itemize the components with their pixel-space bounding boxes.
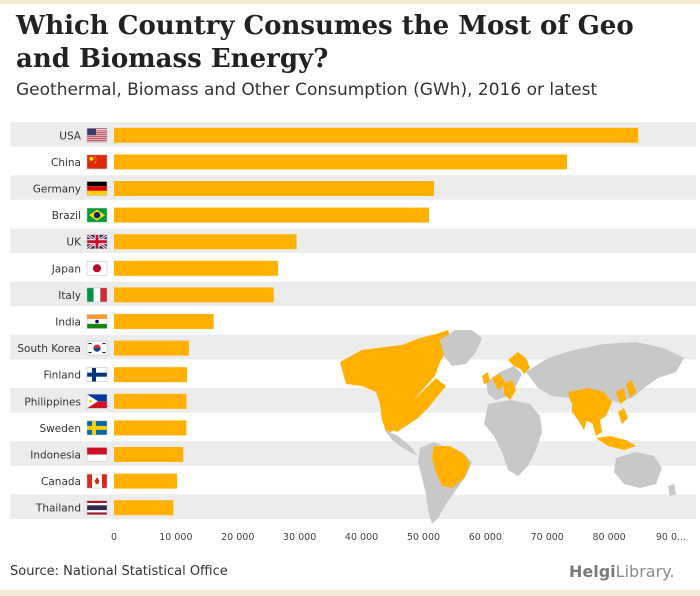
flag-finland-icon: [86, 367, 108, 382]
source-note: Source: National Statistical Office: [10, 564, 228, 579]
category-label: UK: [66, 237, 82, 249]
bar-germany: [114, 181, 434, 196]
category-label: Finland: [43, 370, 81, 382]
flag-thailand-icon: [86, 500, 108, 515]
bottom-accent-bar: [0, 590, 700, 596]
row-stripe: [10, 494, 696, 519]
bar-indonesia: [114, 447, 184, 462]
flag-sweden-icon: [86, 420, 108, 436]
bar-india: [114, 314, 214, 329]
top-accent-bar: [0, 0, 700, 4]
brand-name-part1: Helgi: [569, 562, 616, 581]
x-tick-label: 50 000: [407, 532, 440, 543]
x-tick-label: 70 000: [531, 532, 564, 543]
category-label: South Korea: [17, 343, 81, 355]
x-tick-label: 20 000: [221, 532, 254, 543]
bar-chart: USA China Germany Brazil UK Japan Italy India So…: [10, 122, 696, 543]
category-label: India: [55, 317, 81, 329]
flag-south-korea-icon: [86, 340, 108, 356]
flag-china-icon: [86, 154, 108, 170]
row-stripe: [10, 228, 696, 253]
category-label: Italy: [58, 290, 81, 302]
flag-italy-icon: [86, 287, 108, 303]
category-label: Japan: [51, 263, 81, 275]
brand-name-part2: Library.: [615, 562, 675, 581]
bar-china: [114, 154, 568, 170]
x-tick-label: 10 000: [159, 532, 192, 543]
flag-brazil-icon: [86, 207, 108, 223]
flag-usa-icon: [86, 128, 108, 143]
bar-japan: [114, 260, 279, 276]
bar-sweden: [114, 420, 187, 436]
flag-indonesia-icon: [86, 447, 108, 462]
category-label: China: [51, 157, 81, 169]
bar-usa: [114, 127, 639, 143]
x-tick-label: 90 0...: [656, 532, 686, 543]
bar-thailand: [114, 500, 174, 516]
category-label: Sweden: [40, 423, 82, 435]
bar-italy: [114, 287, 274, 303]
x-tick-label: 80 000: [592, 532, 625, 543]
x-tick-label: 0: [111, 532, 117, 543]
world-map-icon: [340, 330, 684, 524]
category-label: USA: [59, 130, 82, 142]
category-label: Brazil: [52, 210, 81, 222]
chart-title: Which Country Consumes the Most of Geo a…: [16, 11, 634, 74]
chart-subtitle: Geothermal, Biomass and Other Consumptio…: [16, 80, 598, 100]
flag-japan-icon: [86, 261, 108, 276]
category-label: Thailand: [35, 503, 81, 515]
flag-uk-icon: [86, 233, 108, 250]
x-tick-label: 40 000: [345, 532, 378, 543]
row-stripe: [10, 281, 696, 307]
flag-india-icon: [86, 314, 108, 329]
x-tick-label: 30 000: [283, 532, 316, 543]
flag-philippines-icon: [86, 394, 108, 409]
bar-south-korea: [114, 340, 189, 356]
bar-brazil: [114, 207, 430, 223]
category-label: Germany: [33, 184, 81, 196]
bar-philippines: [114, 393, 187, 409]
category-label: Canada: [41, 476, 81, 488]
flag-canada-icon: [86, 473, 108, 489]
bar-finland: [114, 367, 188, 383]
helgi-library-logo: HelgiLibrary.: [569, 562, 674, 581]
x-tick-label: 60 000: [469, 532, 502, 543]
flag-germany-icon: [86, 181, 108, 196]
bar-canada: [114, 473, 178, 489]
category-label: Indonesia: [30, 450, 81, 462]
row-stripe: [10, 441, 696, 466]
category-label: Philippines: [24, 396, 81, 408]
bar-uk: [114, 234, 297, 250]
